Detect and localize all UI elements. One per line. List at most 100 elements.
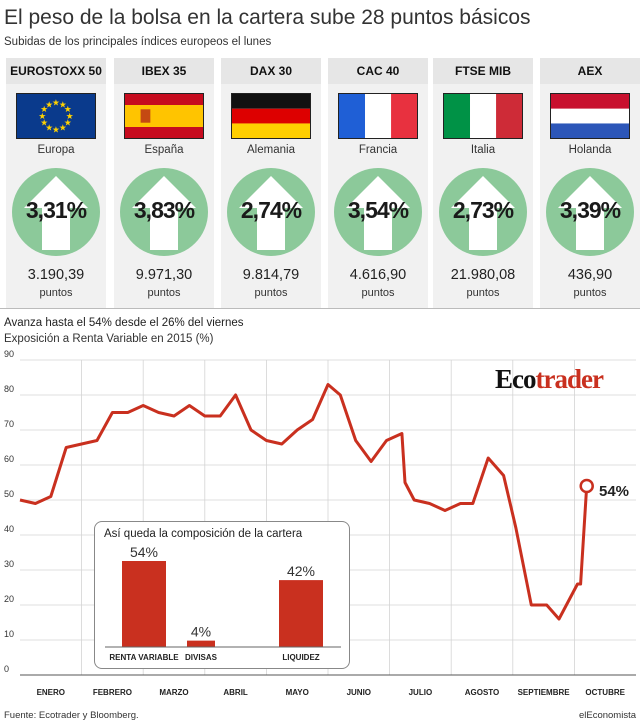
index-card: IBEX 35 España 3,83% 9.971,30 puntos <box>114 58 214 308</box>
index-country: Alemania <box>247 144 295 156</box>
index-name: CAC 40 <box>328 58 428 84</box>
page-title: El peso de la bolsa en la cartera sube 2… <box>4 6 531 29</box>
y-tick-label: 90 <box>4 349 14 359</box>
month-label: SEPTIEMBRE <box>518 688 571 697</box>
end-value-label: 54% <box>599 483 630 500</box>
svg-text:★: ★ <box>66 112 74 122</box>
bar-value-label: 42% <box>287 563 315 579</box>
logo-part-eco: Eco <box>495 364 536 394</box>
index-card: EUROSTOXX 50 ★ ★ ★ ★ ★ ★ ★ ★ ★ ★ ★ ★ Europa 3,31% 3.190… <box>6 58 106 308</box>
index-card: AEX Holanda 3,39% 436,90 puntos <box>540 58 640 308</box>
y-tick-label: 0 <box>4 664 9 674</box>
composition-bar-chart: 54% RENTA VARIABLE 4% DIVISAS 42% LIQUIDEZ <box>105 544 341 662</box>
section-divider <box>0 308 640 309</box>
svg-text:★: ★ <box>52 125 60 135</box>
index-name: EUROSTOXX 50 <box>6 58 106 84</box>
index-change: 3,39% <box>559 197 621 223</box>
index-unit: puntos <box>254 287 288 299</box>
svg-text:★: ★ <box>40 119 48 129</box>
bar <box>187 640 215 647</box>
up-arrow-icon <box>546 168 634 256</box>
index-change: 3,83% <box>133 197 195 223</box>
index-country: Holanda <box>568 144 612 156</box>
y-tick-label: 20 <box>4 594 14 604</box>
line-chart-subtitle: Exposición a Renta Variable en 2015 (%) <box>4 333 214 345</box>
month-label: ABRIL <box>223 688 248 697</box>
index-value: 436,90 <box>567 267 613 283</box>
index-name: FTSE MIB <box>433 58 533 84</box>
svg-text:★: ★ <box>64 105 72 115</box>
index-unit: puntos <box>466 287 500 299</box>
index-unit: puntos <box>147 287 181 299</box>
bar-value-label: 4% <box>191 624 211 640</box>
index-unit: puntos <box>39 287 73 299</box>
index-name: DAX 30 <box>221 58 321 84</box>
y-tick-label: 80 <box>4 384 14 394</box>
index-change: 3,31% <box>25 197 87 223</box>
composition-inset: Así queda la composición de la cartera 5… <box>94 521 350 669</box>
index-country: España <box>144 144 184 156</box>
month-label: MAYO <box>286 688 309 697</box>
index-value: 4.616,90 <box>349 267 407 283</box>
fr-flag-icon <box>338 93 418 139</box>
svg-text:★: ★ <box>38 112 46 122</box>
bar-category-label: LIQUIDEZ <box>282 653 319 662</box>
bar-category-label: DIVISAS <box>185 653 218 662</box>
it-flag-icon <box>443 93 523 139</box>
de-flag-icon <box>231 93 311 139</box>
y-tick-label: 60 <box>4 454 14 464</box>
svg-text:★: ★ <box>45 100 53 110</box>
bar <box>122 561 166 647</box>
month-label: AGOSTO <box>465 688 500 697</box>
index-value: 3.190,39 <box>27 267 85 283</box>
bar-value-label: 54% <box>130 544 158 560</box>
bar <box>279 580 323 647</box>
index-country: Italia <box>470 144 496 156</box>
index-unit: puntos <box>361 287 395 299</box>
index-card: CAC 40 Francia 3,54% 4.616,90 puntos <box>328 58 428 308</box>
end-marker <box>579 478 594 494</box>
index-value: 21.980,08 <box>450 267 516 283</box>
y-tick-label: 40 <box>4 524 14 534</box>
y-tick-label: 70 <box>4 419 14 429</box>
svg-text:★: ★ <box>59 100 67 110</box>
ecotrader-logo: Ecotrader <box>495 364 604 395</box>
svg-text:★: ★ <box>40 105 48 115</box>
logo-part-trader: trader <box>535 364 604 394</box>
month-label: MARZO <box>159 688 188 697</box>
month-label: JULIO <box>409 688 433 697</box>
up-arrow-icon <box>120 168 208 256</box>
index-card: DAX 30 Alemania 2,74% 9.814,79 puntos <box>221 58 321 308</box>
eu-flag-icon: ★ ★ ★ ★ ★ ★ ★ ★ ★ ★ ★ ★ <box>16 93 96 139</box>
page-subtitle: Subidas de los principales índices europ… <box>4 36 272 48</box>
month-label: JUNIO <box>347 688 371 697</box>
svg-text:★: ★ <box>45 124 53 134</box>
y-tick-label: 30 <box>4 559 14 569</box>
up-arrow-icon <box>227 168 315 256</box>
index-cards: EUROSTOXX 50 ★ ★ ★ ★ ★ ★ ★ ★ ★ ★ ★ ★ Europa 3,31% 3.190… <box>0 58 640 308</box>
index-name: IBEX 35 <box>114 58 214 84</box>
line-chart-title: Avanza hasta el 54% desde el 26% del vie… <box>4 317 244 329</box>
up-arrow-icon <box>439 168 527 256</box>
index-change: 3,54% <box>347 197 409 223</box>
inset-title: Así queda la composición de la cartera <box>104 528 303 540</box>
month-label: ENERO <box>37 688 65 697</box>
index-country: Francia <box>358 144 398 156</box>
month-label: OCTUBRE <box>585 688 625 697</box>
index-card: FTSE MIB Italia 2,73% 21.980,08 puntos <box>433 58 533 308</box>
svg-text:★: ★ <box>64 119 72 129</box>
index-unit: puntos <box>573 287 607 299</box>
source-note: Fuente: Ecotrader y Bloomberg. <box>4 710 139 721</box>
up-arrow-icon <box>334 168 422 256</box>
publisher-brand: elEconomista <box>578 710 636 721</box>
y-tick-label: 50 <box>4 489 14 499</box>
nl-flag-icon <box>550 93 630 139</box>
index-change: 2,74% <box>240 197 302 223</box>
exposure-series-line <box>19 383 589 621</box>
up-arrow-icon <box>12 168 100 256</box>
svg-text:★: ★ <box>59 124 67 134</box>
index-name: AEX <box>540 58 640 84</box>
month-label: FEBRERO <box>93 688 132 697</box>
y-tick-label: 10 <box>4 629 14 639</box>
index-value: 9.814,79 <box>242 267 300 283</box>
